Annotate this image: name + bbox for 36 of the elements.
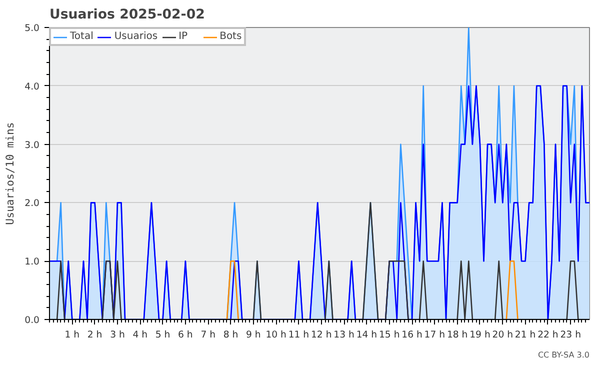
x-tick-label: 10 h: [266, 330, 287, 340]
y-tick-label: 5.0: [24, 23, 40, 34]
text: CC BY-SA 3.0: [538, 350, 590, 360]
x-tick-label: 19 h: [470, 330, 490, 340]
x-tick-label: 23 h: [560, 330, 582, 340]
legend-label: Usuarios: [114, 31, 158, 42]
y-tick-label: 0.0: [24, 315, 40, 326]
x-tick-label: 16 h: [402, 330, 422, 340]
x-tick-label: 13 h: [334, 330, 355, 340]
x-tick-label: 22 h: [538, 330, 558, 340]
x-tick-label: 6 h: [178, 330, 193, 340]
y-axis-title: Usuarios/10 mins: [4, 122, 17, 225]
x-tick-label: 4 h: [132, 330, 148, 340]
y-tick-label: 3.0: [24, 140, 40, 151]
x-tick-label: 21 h: [514, 330, 536, 340]
chart-title: Usuarios 2025-02-02: [50, 8, 205, 22]
legend-label: Total: [70, 31, 94, 42]
x-tick-label: 11 h: [288, 330, 310, 340]
x-tick-label: 2 h: [87, 330, 102, 340]
x-tick-label: 9 h: [246, 330, 261, 340]
x-tick-label: 1 h: [64, 330, 80, 340]
y-tick-label: 4.0: [24, 81, 40, 92]
x-tick-label: 8 h: [223, 330, 238, 340]
x-tick-label: 3 h: [110, 330, 125, 340]
x-tick-label: 7 h: [200, 330, 216, 340]
x-tick-label: 17 h: [424, 330, 446, 340]
x-tick-label: 5 h: [155, 330, 170, 340]
y-tick-label: 1.0: [24, 256, 40, 268]
y-tick-label: 2.0: [24, 198, 40, 210]
x-tick-label: 15 h: [378, 330, 400, 340]
x-tick-label: 18 h: [446, 330, 468, 340]
x-tick-label: 20 h: [492, 330, 514, 340]
x-tick-label: 14 h: [356, 330, 378, 340]
legend-label: IP: [178, 31, 189, 42]
x-tick-label: 12 h: [311, 330, 332, 340]
legend-label: Bots: [220, 31, 242, 42]
